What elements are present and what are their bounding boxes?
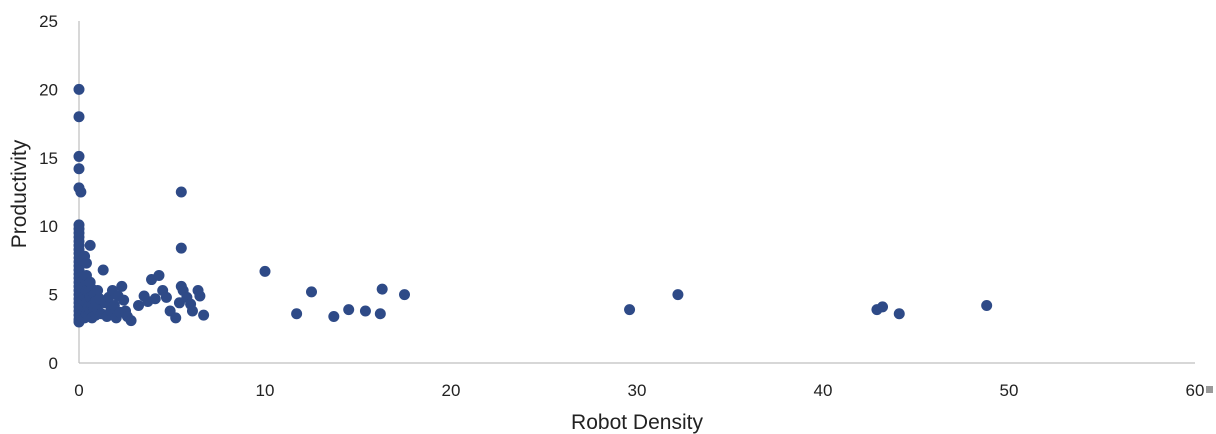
data-point [328,310,340,322]
data-point [149,293,161,305]
y-tick-label: 10 [39,217,58,236]
x-tick-label: 60 [1186,381,1205,400]
data-point [624,304,636,316]
x-tick-labels: 0 10 20 30 40 50 60 [74,381,1204,400]
y-tick-label: 20 [39,80,58,99]
data-point [877,301,889,313]
data-point [160,291,172,303]
data-point [125,315,137,327]
data-point [374,308,386,320]
data-point [291,308,303,320]
data-point [306,286,317,298]
data-point [170,312,182,324]
x-tick-label: 0 [74,381,83,400]
data-point [198,309,210,321]
data-point [153,269,165,281]
y-tick-label: 25 [39,12,58,31]
data-point [981,300,993,312]
data-point [73,83,85,95]
data-point [92,284,104,296]
x-axis-title: Robot Density [571,411,703,434]
data-points [73,83,993,328]
y-tick-label: 15 [39,149,58,168]
data-point [399,289,410,301]
data-point [97,264,109,276]
data-point [259,265,271,277]
resize-handle-icon [1206,386,1213,393]
x-tick-label: 20 [442,381,461,400]
data-point [73,150,85,162]
data-point [359,305,371,317]
y-axis-title: Productivity [8,139,31,248]
x-tick-label: 50 [1000,381,1019,400]
data-point [376,283,388,295]
data-point [175,242,187,254]
y-tick-labels: 0 5 10 15 20 25 [39,12,58,373]
x-tick-label: 40 [814,381,833,400]
data-point [118,294,130,306]
data-point [73,111,85,123]
data-point [80,257,92,269]
data-point [175,186,187,198]
y-tick-label: 5 [49,286,58,305]
data-point [133,300,145,312]
axes [78,21,1195,364]
x-tick-label: 30 [628,381,647,400]
data-point [343,304,355,316]
y-tick-label: 0 [49,354,58,373]
data-point [84,239,96,251]
data-point [186,305,198,317]
data-point [893,308,905,320]
data-point [116,280,128,292]
data-point [73,163,85,175]
data-point [194,290,206,302]
data-point [672,289,684,301]
x-tick-label: 10 [256,381,275,400]
data-point [75,186,87,198]
